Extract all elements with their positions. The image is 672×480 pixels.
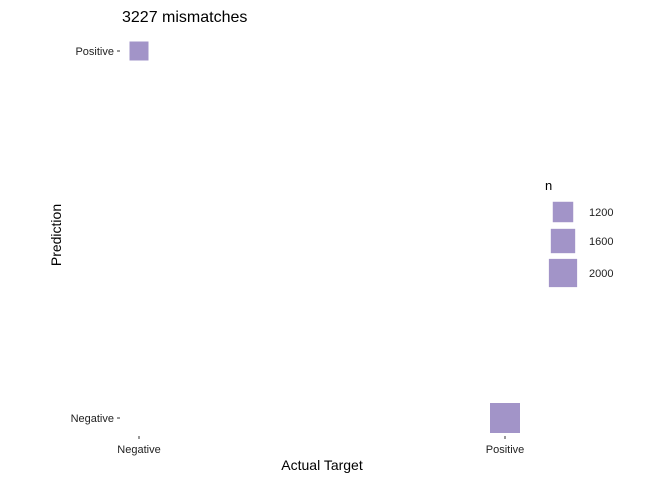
data-point bbox=[129, 41, 149, 61]
size-legend: n 1200 1600 2000 bbox=[545, 178, 613, 288]
x-tick-label: Negative bbox=[117, 444, 160, 456]
legend-label: 1600 bbox=[589, 236, 613, 248]
legend-title: n bbox=[545, 178, 552, 193]
y-axis: Negative Positive bbox=[71, 46, 120, 425]
legend-key bbox=[548, 258, 578, 288]
x-tick-label: Positive bbox=[486, 444, 525, 456]
chart-title: 3227 mismatches bbox=[122, 9, 247, 26]
legend-key bbox=[552, 201, 574, 223]
y-axis-title: Prediction bbox=[48, 204, 64, 266]
data-points bbox=[129, 41, 520, 433]
data-point bbox=[490, 403, 520, 433]
legend-key bbox=[550, 228, 576, 254]
x-axis: Negative Positive bbox=[117, 436, 524, 456]
y-tick-label: Negative bbox=[71, 413, 114, 425]
legend-label: 2000 bbox=[589, 268, 613, 280]
legend-label: 1200 bbox=[589, 207, 613, 219]
y-tick-label: Positive bbox=[75, 46, 114, 58]
x-axis-title: Actual Target bbox=[281, 457, 363, 473]
